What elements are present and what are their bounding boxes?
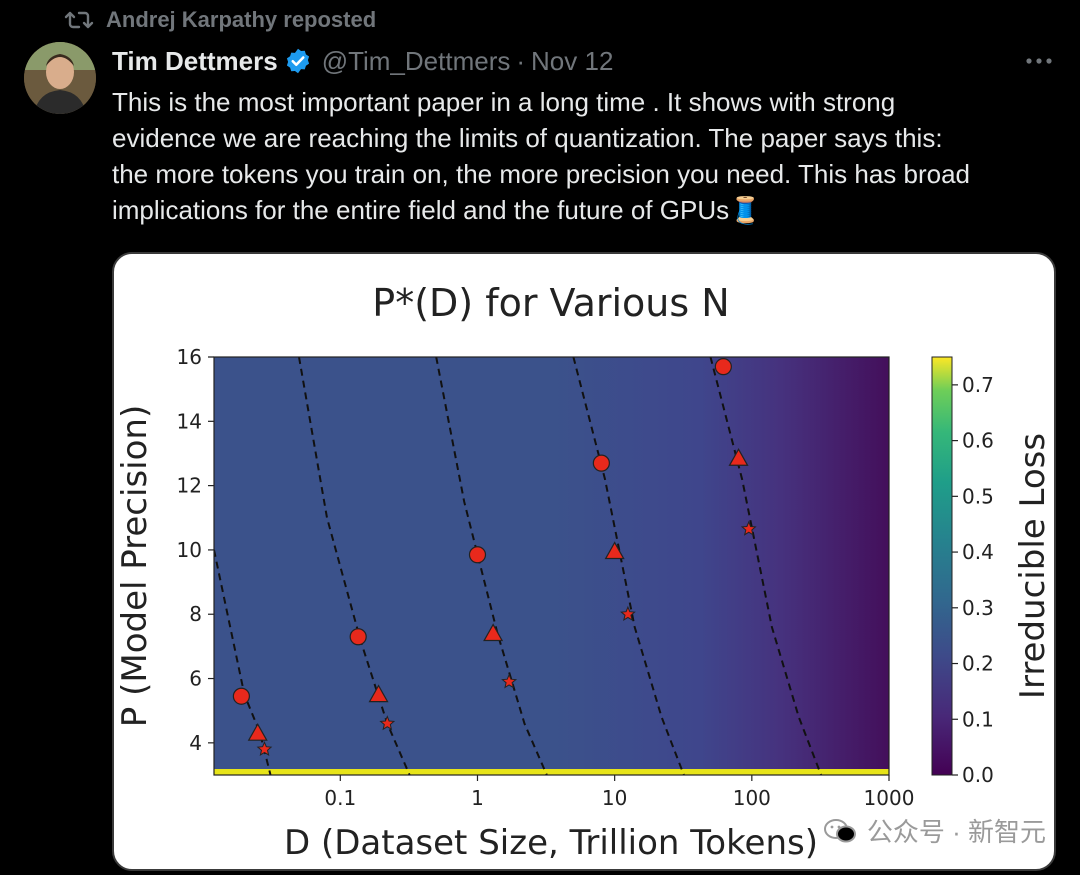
optimal-precision-curve [572, 357, 685, 775]
tweet-text-line: implications for the entire field and th… [112, 192, 1062, 228]
tweet-text-line-content: implications for the entire field and th… [112, 195, 730, 225]
y-tick-label: 6 [189, 667, 202, 691]
watermark-text: 公众号 · 新智元 [866, 817, 1046, 847]
colorbar: 0.0 0.1 0.2 0.3 0.4 0.5 0.6 0.7 [931, 356, 994, 787]
more-options-icon [1026, 58, 1052, 64]
plot-area [213, 356, 890, 776]
header-separator: · [516, 45, 526, 76]
y-tick-label: 4 [189, 731, 202, 755]
colorbar-tick-label: 0.7 [962, 373, 994, 397]
star-marker [501, 673, 518, 689]
y-tick-label: 8 [189, 602, 202, 626]
x-tick-label: 100 [733, 786, 771, 810]
avatar-image [24, 42, 96, 114]
colorbar-tick-label: 0.4 [962, 540, 994, 564]
x-axis-label: D (Dataset Size, Trillion Tokens) [284, 823, 818, 863]
optimal-precision-curve [435, 357, 548, 775]
circle-marker [592, 454, 610, 472]
colorbar-tick-label: 0.2 [962, 652, 994, 676]
chart: P*(D) for Various N 0.1 1 10 100 1000 4 6 8 10 1… [115, 281, 1053, 863]
star-marker [740, 520, 757, 536]
triangle-marker [368, 684, 389, 703]
repost-indicator[interactable]: Andrej Karpathy reposted [64, 6, 376, 34]
y-tick-label: 12 [177, 474, 202, 498]
author-name[interactable]: Tim Dettmers [112, 45, 278, 76]
tweet-text-line: This is the most important paper in a lo… [112, 87, 896, 117]
tweet-date[interactable]: Nov 12 [531, 45, 614, 76]
more-options-button[interactable] [1024, 46, 1054, 76]
x-tick-label: 0.1 [324, 786, 356, 810]
colorbar-label: Irreducible Loss [1013, 433, 1053, 699]
thread-emoji: 🧵 [729, 195, 762, 225]
colorbar-gradient [931, 356, 953, 776]
tweet-text: This is the most important paper in a lo… [112, 84, 1062, 228]
optimal-precision-curve [709, 357, 823, 775]
wechat-icon [823, 818, 856, 842]
y-tick-label: 16 [177, 345, 202, 369]
tweet-media-image[interactable]: P*(D) for Various N 0.1 1 10 100 1000 4 6 8 10 1… [112, 252, 1056, 871]
author-handle[interactable]: @Tim_Dettmers [321, 45, 511, 76]
tweet-header: Tim Dettmers @Tim_Dettmers · Nov 12 [112, 44, 613, 78]
circle-marker [714, 358, 732, 376]
star-marker [379, 715, 396, 731]
star-marker [620, 605, 636, 621]
chart-title: P*(D) for Various N [372, 281, 729, 325]
triangle-marker [728, 448, 749, 466]
triangle-marker [247, 722, 268, 741]
optimal-precision-curve [214, 549, 272, 775]
watermark: 公众号 · 新智元 [823, 812, 1046, 849]
heatmap-low-band [214, 769, 889, 775]
x-tick-label: 1 [471, 786, 484, 810]
y-axis-label: P (Model Precision) [115, 405, 155, 727]
colorbar-tick-label: 0.0 [962, 763, 994, 787]
star-marker [256, 741, 273, 756]
heatmap-background [214, 357, 889, 775]
plot-frame [213, 356, 890, 776]
x-tick-label: 1000 [864, 786, 915, 810]
colorbar-tick-label: 0.3 [962, 596, 994, 620]
circle-marker [232, 687, 250, 705]
repost-label: Andrej Karpathy reposted [106, 7, 377, 32]
repost-icon [64, 11, 94, 29]
y-tick-label: 14 [177, 409, 202, 433]
x-axis: 0.1 1 10 100 1000 [324, 775, 914, 810]
x-tick-label: 10 [602, 786, 627, 810]
colorbar-tick-label: 0.5 [962, 484, 994, 508]
tweet-text-line: the more tokens you train on, the more p… [112, 159, 971, 189]
tweet-text-line: evidence we are reaching the limits of q… [112, 123, 943, 153]
colorbar-tick-label: 0.6 [962, 429, 994, 453]
y-axis: 4 6 8 10 12 14 16 [177, 345, 214, 755]
y-tick-label: 10 [177, 538, 202, 562]
circle-marker [349, 628, 367, 646]
circle-marker [468, 546, 487, 564]
avatar[interactable] [24, 42, 96, 114]
triangle-marker [483, 623, 504, 642]
colorbar-tick-label: 0.1 [962, 707, 994, 731]
triangle-marker [604, 541, 625, 560]
verified-badge-icon [286, 48, 309, 74]
